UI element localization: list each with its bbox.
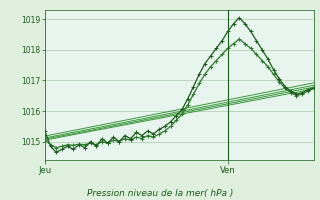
Text: Pression niveau de la mer( hPa ): Pression niveau de la mer( hPa ) xyxy=(87,189,233,198)
